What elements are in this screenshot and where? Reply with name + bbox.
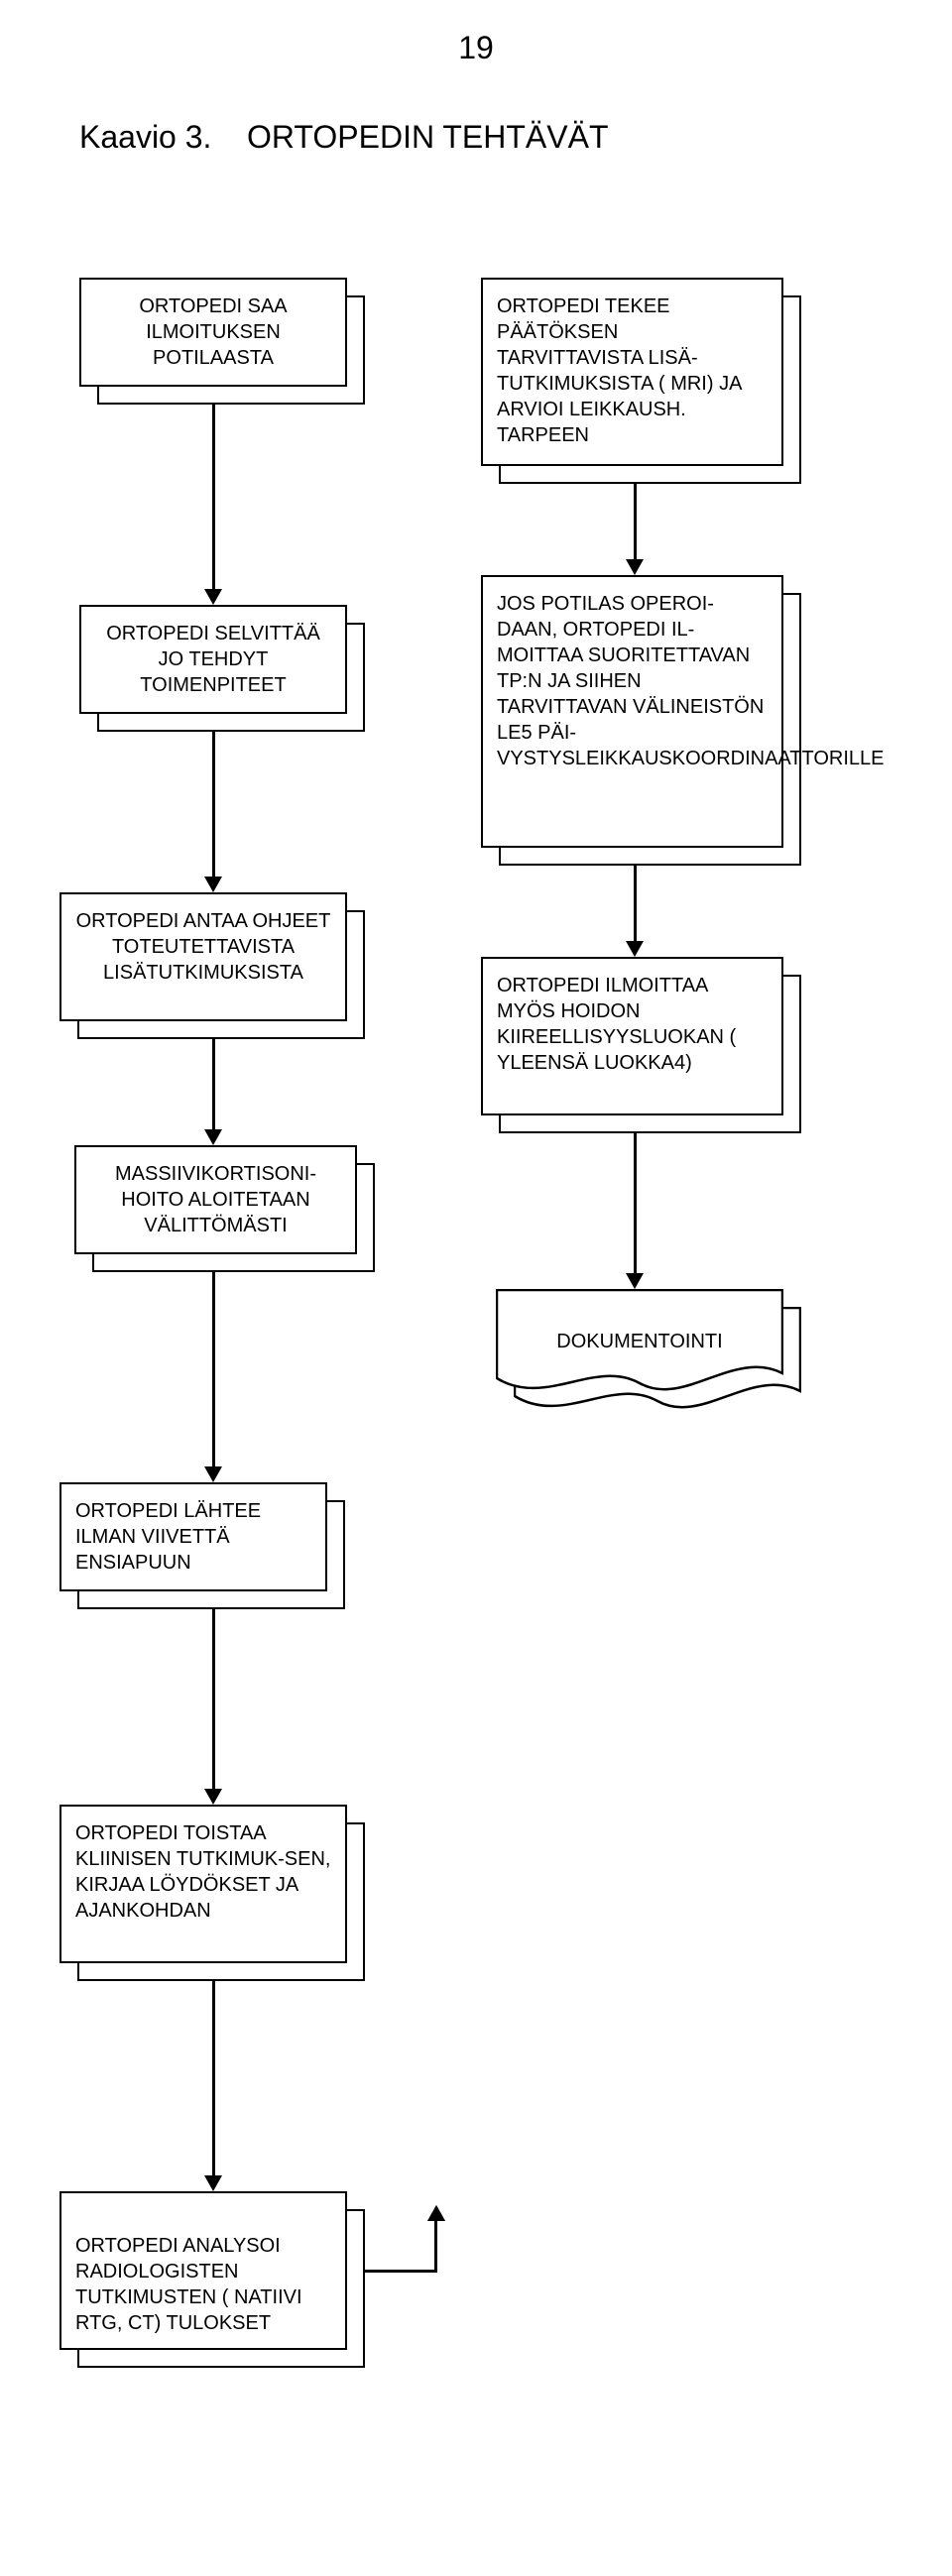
node-text: ORTOPEDI ILMOITTAA MYÖS HOIDON KIIREELLI…: [497, 975, 736, 1074]
node-ortopedi-toistaa: ORTOPEDI TOISTAA KLIINISEN TUTKIMUK-SEN,…: [60, 1805, 347, 1963]
caption-title: ORTOPEDIN TEHTÄVÄT: [247, 119, 609, 155]
node-text: ORTOPEDI LÄHTEE ILMAN VIIVETTÄ ENSIAPUUN: [75, 1500, 261, 1574]
node-ortopedi-lahtee: ORTOPEDI LÄHTEE ILMAN VIIVETTÄ ENSIAPUUN: [60, 1482, 327, 1591]
diagram-caption: Kaavio 3. ORTOPEDIN TEHTÄVÄT: [79, 119, 609, 156]
node-massiivikortisoni: MASSIIVIKORTISONI-HOITO ALOITETAAN VÄLIT…: [74, 1145, 357, 1254]
node-text: ORTOPEDI TEKEE PÄÄTÖKSEN TARVITTAVISTA L…: [497, 295, 741, 446]
node-text: DOKUMENTOINTI: [496, 1331, 783, 1353]
node-text: JOS POTILAS OPEROI-DAAN, ORTOPEDI IL-MOI…: [497, 593, 885, 769]
node-dokumentointi: DOKUMENTOINTI: [496, 1289, 783, 1398]
node-ortopedi-ilmoittaa-kiireellisyys: ORTOPEDI ILMOITTAA MYÖS HOIDON KIIREELLI…: [481, 957, 783, 1115]
page-number: 19: [458, 30, 494, 66]
node-text: MASSIIVIKORTISONI-HOITO ALOITETAAN VÄLIT…: [115, 1163, 316, 1236]
node-text: ORTOPEDI ANALYSOI RADIOLOGISTEN TUTKIMUS…: [75, 2235, 302, 2334]
page: 19 Kaavio 3. ORTOPEDIN TEHTÄVÄT ORTOPEDI…: [0, 0, 952, 2576]
node-ortopedi-selvittaa: ORTOPEDI SELVITTÄÄ JO TEHDYT TOIMENPITEE…: [79, 605, 347, 714]
node-ortopedi-saa-ilmoituksen: ORTOPEDI SAA ILMOITUKSEN POTILAASTA: [79, 278, 347, 387]
node-ortopedi-tekee-paatoksen: ORTOPEDI TEKEE PÄÄTÖKSEN TARVITTAVISTA L…: [481, 278, 783, 466]
node-text: ORTOPEDI TOISTAA KLIINISEN TUTKIMUK-SEN,…: [75, 1822, 330, 1922]
caption-prefix: Kaavio 3.: [79, 119, 211, 155]
node-ortopedi-analysoi: ORTOPEDI ANALYSOI RADIOLOGISTEN TUTKIMUS…: [60, 2191, 347, 2350]
node-text: ORTOPEDI SAA ILMOITUKSEN POTILAASTA: [139, 295, 287, 369]
node-ortopedi-antaa-ohjeet: ORTOPEDI ANTAA OHJEET TOTEUTETTAVISTA LI…: [60, 892, 347, 1021]
node-text: ORTOPEDI ANTAA OHJEET TOTEUTETTAVISTA LI…: [76, 910, 331, 984]
node-jos-potilas-operoidaan: JOS POTILAS OPEROI-DAAN, ORTOPEDI IL-MOI…: [481, 575, 783, 848]
node-text: ORTOPEDI SELVITTÄÄ JO TEHDYT TOIMENPITEE…: [106, 623, 320, 696]
